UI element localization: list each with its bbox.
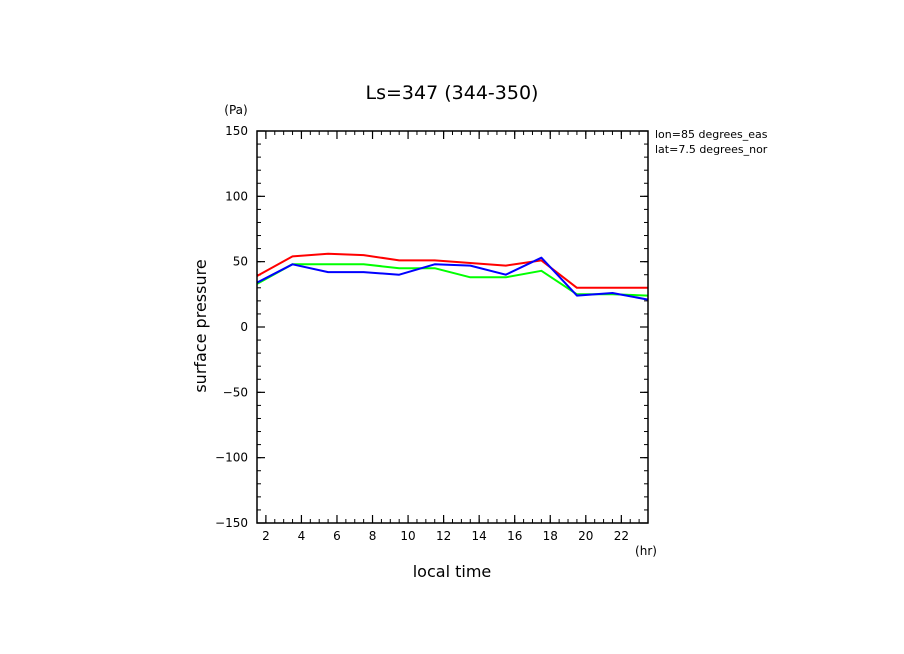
y-tick-label: 150 [225, 124, 248, 138]
x-tick-label: 18 [543, 529, 558, 543]
y-tick-label: −50 [223, 385, 248, 399]
x-axis-label: local time [413, 562, 492, 581]
chart-title: Ls=347 (344-350) [366, 82, 539, 104]
axis-ticks: 2 4 6 8 10 12 14 16 18 20 22 −150 −100 −50 0 50 100 150 [215, 124, 649, 543]
x-unit-label: (hr) [635, 544, 657, 558]
annotation-lon: lon=85 degrees_eas [655, 128, 768, 141]
y-tick-label: 100 [225, 189, 248, 203]
x-tick-label: 14 [472, 529, 487, 543]
y-unit-label: (Pa) [224, 103, 247, 117]
x-tick-label: 2 [262, 529, 270, 543]
plot-frame [256, 130, 649, 524]
y-tick-label: −150 [215, 516, 248, 530]
x-tick-label: 12 [436, 529, 451, 543]
x-tick-label: 4 [298, 529, 306, 543]
y-tick-label: 50 [233, 255, 248, 269]
series-group [256, 252, 649, 301]
x-tick-label: 8 [369, 529, 377, 543]
x-tick-label: 6 [333, 529, 341, 543]
x-tick-label: 22 [614, 529, 629, 543]
y-tick-label: 0 [240, 320, 248, 334]
x-tick-label: 20 [578, 529, 593, 543]
y-tick-label: −100 [215, 451, 248, 465]
annotation-lat: lat=7.5 degrees_nor [655, 143, 768, 156]
series-line-1 [256, 252, 648, 289]
series-line-3 [256, 256, 649, 301]
x-tick-label: 10 [400, 529, 415, 543]
x-tick-label: 16 [507, 529, 522, 543]
y-axis-label: surface pressure [191, 259, 210, 392]
